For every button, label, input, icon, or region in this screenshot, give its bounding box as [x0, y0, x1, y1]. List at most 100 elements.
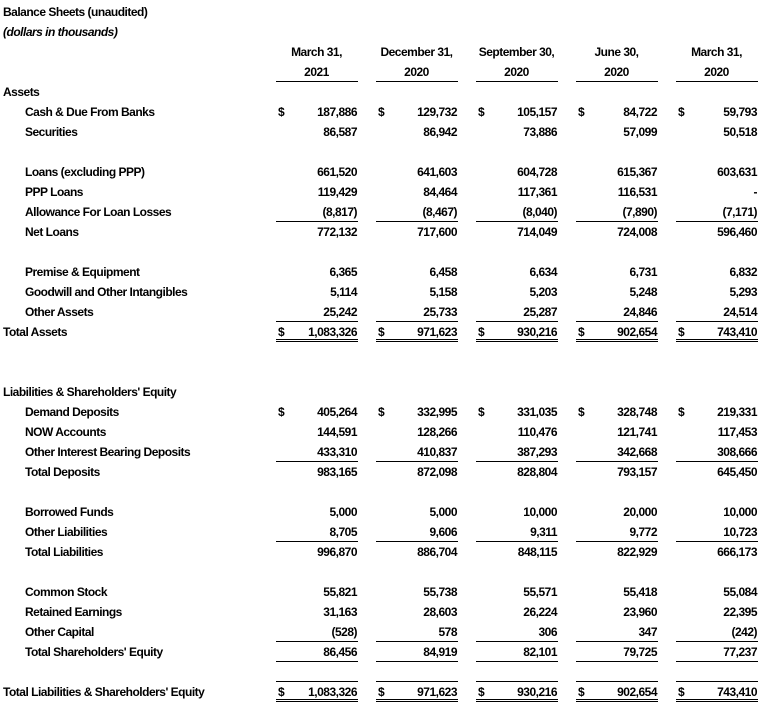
value-cell: 20,000 — [576, 502, 658, 522]
value-cell — [476, 662, 558, 682]
value-cell: $902,654 — [576, 682, 658, 702]
value-cell: 77,237 — [676, 642, 758, 662]
value-cell: 983,165 — [276, 462, 358, 482]
table-row: Loans (excluding PPP) 661,520 641,603 604,7… — [0, 162, 764, 182]
value-cell: 996,870 — [276, 542, 358, 562]
value-cell: 717,600 — [376, 222, 458, 242]
value-cell: (242) — [676, 622, 758, 642]
cell-value: 578 — [438, 625, 457, 639]
cell-value: 55,418 — [623, 585, 657, 599]
cell-value: 10,000 — [723, 505, 757, 519]
dollar-sign: $ — [478, 405, 485, 419]
table-row: Borrowed Funds 5,000 5,000 10,000 20,000 10,0… — [0, 502, 764, 522]
cell-value: 5,114 — [330, 285, 357, 299]
value-cell: 5,114 — [276, 282, 358, 302]
value-cell: 5,158 — [376, 282, 458, 302]
value-cell: - — [676, 182, 758, 202]
value-cell: $1,083,326 — [276, 682, 358, 702]
subtitle-row: (dollars in thousands) — [0, 22, 764, 42]
dollar-sign: $ — [678, 105, 685, 119]
value-cell: 86,942 — [376, 122, 458, 142]
spacer-row — [0, 362, 764, 382]
cell-value: 331,035 — [517, 405, 557, 419]
value-cell: 604,728 — [476, 162, 558, 182]
spacer-row — [0, 242, 764, 262]
cell-value: 848,115 — [517, 545, 558, 559]
spacer-row — [0, 562, 764, 582]
cell-value: 25,733 — [423, 305, 457, 319]
value-cell: $219,331 — [676, 402, 758, 422]
value-cell: 9,311 — [476, 522, 558, 542]
cell-value: 996,870 — [317, 545, 357, 559]
cell-value: 308,666 — [717, 445, 757, 459]
table-body: Assets Cash & Due From Banks $187,886 $129,… — [0, 82, 764, 702]
value-cell: 347 — [576, 622, 658, 642]
value-cell: 596,460 — [676, 222, 758, 242]
cell-value: 55,821 — [323, 585, 357, 599]
table-row: NOW Accounts 144,591 128,266 110,476 121,741… — [0, 422, 764, 442]
cell-value: 5,000 — [329, 505, 357, 519]
cell-value: 387,293 — [517, 445, 557, 459]
value-cell — [376, 662, 458, 682]
row-label: Loans (excluding PPP) — [25, 165, 145, 179]
cell-value: 10,723 — [723, 525, 757, 539]
value-cell: 57,099 — [576, 122, 658, 142]
row-label: Other Interest Bearing Deposits — [25, 445, 191, 459]
value-cell: 433,310 — [276, 442, 358, 462]
value-cell: 793,157 — [576, 462, 658, 482]
row-label: NOW Accounts — [25, 425, 106, 439]
value-cell: 117,361 — [476, 182, 558, 202]
value-cell: 5,293 — [676, 282, 758, 302]
cell-value: 5,158 — [429, 285, 457, 299]
row-label: PPP Loans — [25, 185, 83, 199]
value-cell: 26,224 — [476, 602, 558, 622]
value-cell: 387,293 — [476, 442, 558, 462]
cell-value: 5,203 — [529, 285, 557, 299]
value-cell: 6,634 — [476, 262, 558, 282]
cell-value: 9,311 — [530, 525, 557, 539]
row-label: Retained Earnings — [25, 605, 122, 619]
cell-value: 55,084 — [723, 585, 757, 599]
value-cell: 886,704 — [376, 542, 458, 562]
value-cell: $930,216 — [476, 322, 558, 342]
cell-value: 347 — [638, 625, 657, 639]
value-cell: $187,886 — [276, 102, 358, 122]
dollar-sign: $ — [278, 105, 285, 119]
value-cell: 128,266 — [376, 422, 458, 442]
cell-value: (528) — [331, 625, 357, 639]
cell-value: 110,476 — [517, 425, 558, 439]
section-header-row: Assets — [0, 82, 764, 102]
value-cell: $332,995 — [376, 402, 458, 422]
value-cell: 872,098 — [376, 462, 458, 482]
value-cell: 308,666 — [676, 442, 758, 462]
cell-value: 828,804 — [517, 465, 557, 479]
value-cell: 6,365 — [276, 262, 358, 282]
value-cell: 5,248 — [576, 282, 658, 302]
cell-value: 603,631 — [717, 165, 757, 179]
cell-value: 328,748 — [617, 405, 657, 419]
cell-value: 117,453 — [717, 425, 758, 439]
cell-value: 82,101 — [523, 645, 557, 659]
cell-value: 128,266 — [417, 425, 457, 439]
table-row: Other Liabilities 8,705 9,606 9,311 9,772 10,… — [0, 522, 764, 542]
row-label — [0, 242, 276, 262]
value-cell: 84,919 — [376, 642, 458, 662]
value-cell: 86,456 — [276, 642, 358, 662]
value-cell: 116,531 — [576, 182, 658, 202]
column-header-year: 2020 — [676, 62, 758, 82]
value-cell: (7,890) — [576, 202, 658, 222]
value-cell: 23,960 — [576, 602, 658, 622]
cell-value: 822,929 — [617, 545, 657, 559]
table-row: Retained Earnings 31,163 28,603 26,224 23,96… — [0, 602, 764, 622]
cell-value: 77,237 — [723, 645, 757, 659]
value-cell: 822,929 — [576, 542, 658, 562]
cell-value: 661,520 — [317, 165, 357, 179]
column-header-year: 2020 — [376, 62, 458, 82]
cell-value: (242) — [731, 625, 757, 639]
cell-value: 641,603 — [417, 165, 457, 179]
cell-value: (8,040) — [522, 205, 557, 219]
value-cell: $971,623 — [376, 322, 458, 342]
row-label — [0, 342, 276, 362]
cell-value: 872,098 — [417, 465, 457, 479]
cell-value: 25,287 — [523, 305, 557, 319]
